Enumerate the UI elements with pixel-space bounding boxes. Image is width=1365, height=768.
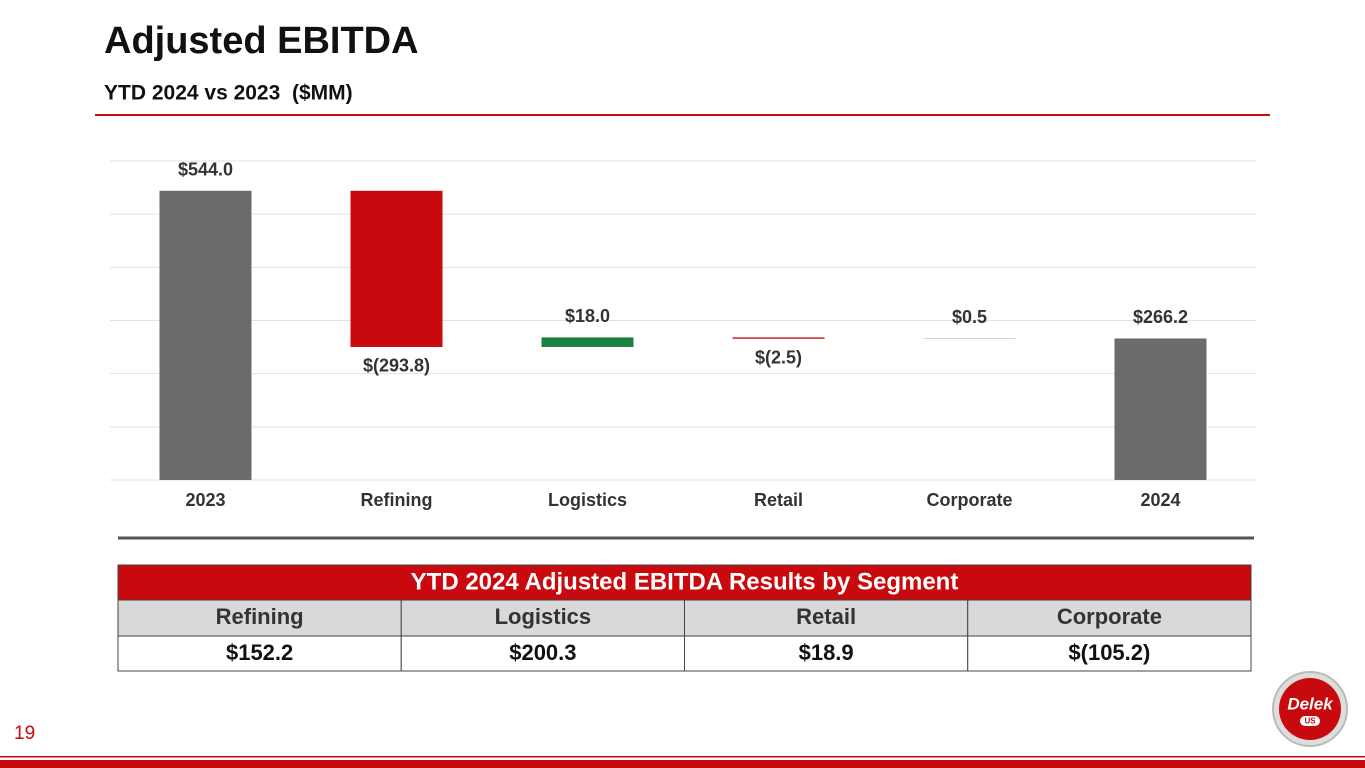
header-text: Logistics xyxy=(495,604,592,629)
header-text: Retail xyxy=(796,604,856,629)
x-tick-label: Refining xyxy=(361,490,433,510)
logo-sub: US xyxy=(1304,717,1316,726)
x-tick-label: 2024 xyxy=(1140,490,1180,510)
table: YTD 2024 Adjusted EBITDA Results by Segm… xyxy=(117,564,1252,672)
logo-badge xyxy=(1300,716,1320,726)
slide-title: Adjusted EBITDA xyxy=(104,20,419,62)
cell-text: $(105.2) xyxy=(1068,640,1150,665)
table-title-cell xyxy=(117,564,1252,601)
header-cell xyxy=(400,599,685,637)
bar xyxy=(159,190,252,481)
value-label: $0.5 xyxy=(952,307,987,327)
header-cell xyxy=(967,599,1252,637)
cell-text: $152.2 xyxy=(226,640,293,665)
x-tick-label: 2023 xyxy=(185,490,225,510)
bar xyxy=(350,190,443,347)
bar xyxy=(1114,338,1207,480)
bar xyxy=(732,337,825,339)
footer-line xyxy=(0,756,1365,758)
cell xyxy=(967,635,1252,672)
cell xyxy=(684,635,969,672)
header-text: Refining xyxy=(216,604,304,629)
value-label: $266.2 xyxy=(1133,307,1188,327)
value-label: $18.0 xyxy=(565,306,610,326)
cell-text: $200.3 xyxy=(509,640,576,665)
value-label: $(293.8) xyxy=(363,356,430,376)
plot: $544.0 2023 $(293.8) Refining $18.0 Logistics… xyxy=(110,160,1256,510)
value-label: $(2.5) xyxy=(755,347,802,367)
footer-bar xyxy=(0,760,1365,768)
logo-text: Delek xyxy=(1287,694,1334,713)
cell-text: $18.9 xyxy=(799,640,854,665)
cell xyxy=(117,635,402,672)
header-text: Corporate xyxy=(1057,604,1162,629)
table-title: YTD 2024 Adjusted EBITDA Results by Segm… xyxy=(411,568,959,595)
x-tick-label: Logistics xyxy=(548,490,627,510)
cell xyxy=(400,635,685,672)
value-label: $544.0 xyxy=(178,160,233,180)
bar xyxy=(541,337,634,347)
logo-disc xyxy=(1279,678,1341,740)
x-tick-label: Retail xyxy=(754,490,803,510)
page-number: 19 xyxy=(14,723,35,744)
header-cell xyxy=(684,599,969,637)
x-tick-label: Corporate xyxy=(926,490,1012,510)
logo: Delek US xyxy=(1272,671,1348,747)
slide-subtitle: YTD 2024 vs 2023 ($MM) xyxy=(104,82,353,105)
